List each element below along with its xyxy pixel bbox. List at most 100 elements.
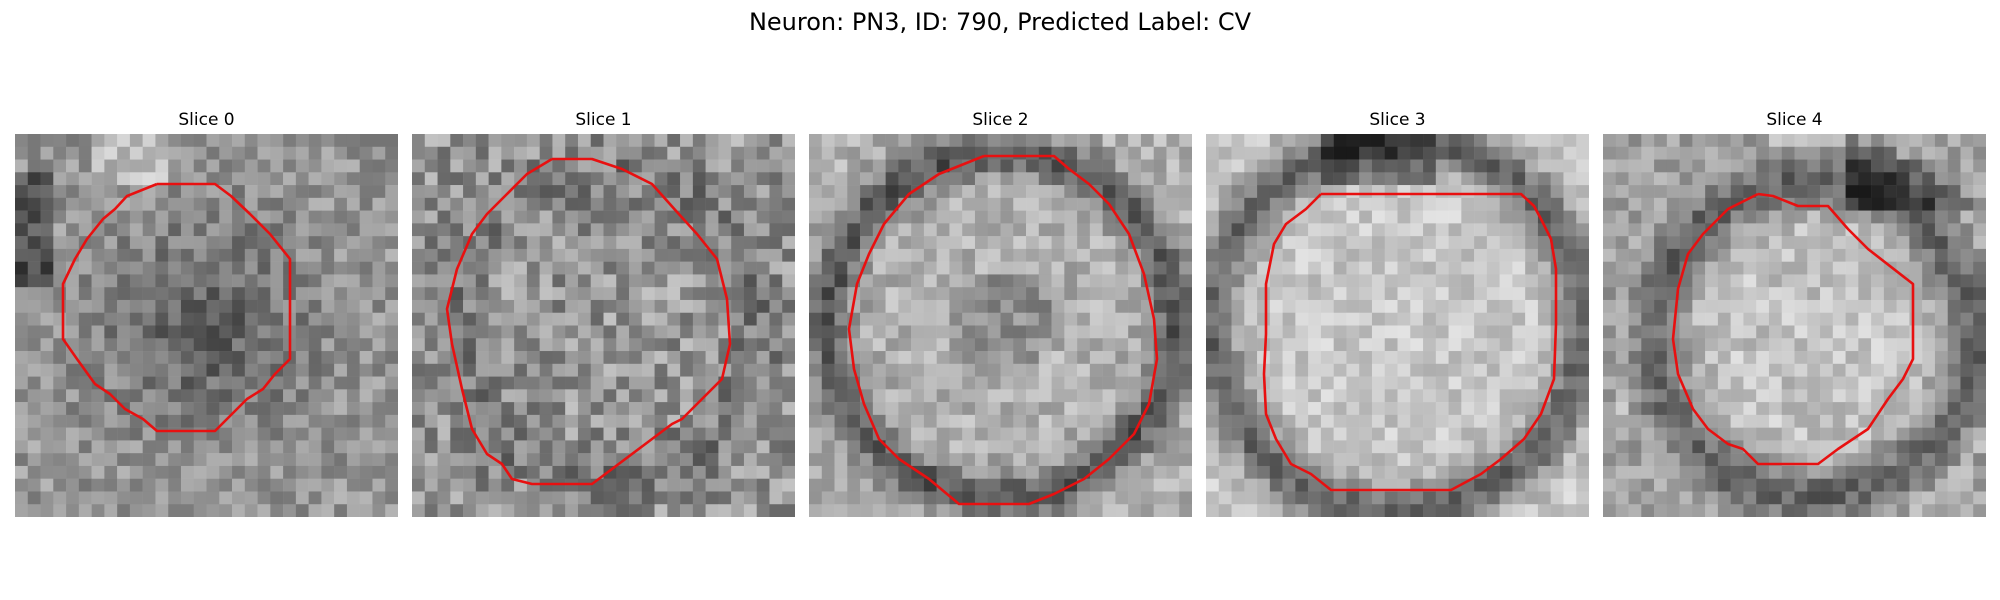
pixel <box>1244 440 1258 454</box>
pixel <box>1973 185 1986 199</box>
pixel <box>898 402 912 416</box>
pixel <box>1537 491 1551 505</box>
pixel <box>66 414 80 428</box>
pixel <box>1064 185 1078 199</box>
pixel <box>1435 338 1449 352</box>
pixel <box>27 248 41 262</box>
pixel <box>987 197 1001 211</box>
pixel <box>923 491 937 505</box>
pixel <box>1333 325 1347 339</box>
pixel <box>308 389 322 403</box>
pixel <box>565 287 579 301</box>
pixel <box>1038 236 1052 250</box>
pixel <box>769 312 783 326</box>
pixel <box>1717 453 1731 467</box>
pixel <box>834 248 848 262</box>
pixel <box>1474 325 1488 339</box>
pixel <box>1320 504 1334 517</box>
pixel <box>809 299 823 313</box>
pixel <box>1257 185 1271 199</box>
pixel <box>731 376 745 390</box>
pixel <box>1308 159 1322 173</box>
pixel <box>1140 478 1154 492</box>
pixel <box>974 478 988 492</box>
pixel <box>1717 402 1731 416</box>
pixel <box>270 248 284 262</box>
pixel <box>898 338 912 352</box>
pixel <box>308 159 322 173</box>
pixel <box>1576 248 1589 262</box>
pixel <box>1883 363 1897 377</box>
pixel <box>1525 478 1539 492</box>
pixel <box>692 453 706 467</box>
pixel <box>117 453 131 467</box>
pixel <box>1654 504 1668 517</box>
pixel <box>667 299 681 313</box>
pixel <box>834 402 848 416</box>
pixel <box>1781 248 1795 262</box>
pixel <box>731 338 745 352</box>
pixel <box>1269 351 1283 365</box>
pixel <box>641 427 655 441</box>
pixel <box>385 414 398 428</box>
pixel <box>308 236 322 250</box>
pixel <box>1308 414 1322 428</box>
pixel <box>1486 287 1500 301</box>
pixel <box>104 248 118 262</box>
pixel <box>603 478 617 492</box>
pixel <box>1244 299 1258 313</box>
pixel <box>308 210 322 224</box>
pixel <box>155 440 169 454</box>
pixel <box>809 134 823 148</box>
pixel <box>412 338 426 352</box>
pixel <box>654 197 668 211</box>
pixel <box>1781 338 1795 352</box>
pixel <box>1973 274 1986 288</box>
pixel <box>1000 414 1014 428</box>
pixel <box>1858 351 1872 365</box>
pixel <box>501 261 515 275</box>
pixel <box>257 414 271 428</box>
pixel <box>321 146 335 160</box>
pixel <box>424 185 438 199</box>
pixel <box>1960 338 1974 352</box>
pixel <box>1231 261 1245 275</box>
pixel <box>450 159 464 173</box>
pixel <box>1448 465 1462 479</box>
pixel <box>475 351 489 365</box>
pixel <box>1896 351 1910 365</box>
pixel <box>1525 453 1539 467</box>
pixel <box>91 491 105 505</box>
pixel <box>1474 351 1488 365</box>
pixel <box>1064 363 1078 377</box>
pixel <box>821 478 835 492</box>
pixel <box>1973 453 1986 467</box>
pixel <box>1064 427 1078 441</box>
pixel <box>1474 210 1488 224</box>
pixel <box>1743 146 1757 160</box>
pixel <box>1474 287 1488 301</box>
pixel <box>232 236 246 250</box>
pixel <box>1282 312 1296 326</box>
pixel <box>1768 248 1782 262</box>
slice-panel-0: Slice 0 <box>15 110 398 517</box>
pixel <box>1371 351 1385 365</box>
pixel <box>1654 491 1668 505</box>
pixel <box>1960 223 1974 237</box>
pixel <box>1333 274 1347 288</box>
pixel <box>1563 248 1577 262</box>
pixel <box>1654 185 1668 199</box>
pixel <box>552 402 566 416</box>
pixel <box>860 185 874 199</box>
pixel <box>1308 325 1322 339</box>
pixel <box>372 389 386 403</box>
pixel <box>590 287 604 301</box>
pixel <box>974 491 988 505</box>
pixel <box>809 274 823 288</box>
pixel <box>898 159 912 173</box>
pixel <box>295 325 309 339</box>
pixel <box>1231 274 1245 288</box>
pixel <box>847 427 861 441</box>
pixel <box>1934 351 1948 365</box>
pixel <box>1218 236 1232 250</box>
